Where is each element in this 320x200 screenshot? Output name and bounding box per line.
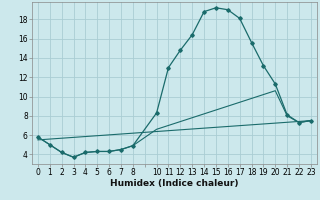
X-axis label: Humidex (Indice chaleur): Humidex (Indice chaleur): [110, 179, 239, 188]
